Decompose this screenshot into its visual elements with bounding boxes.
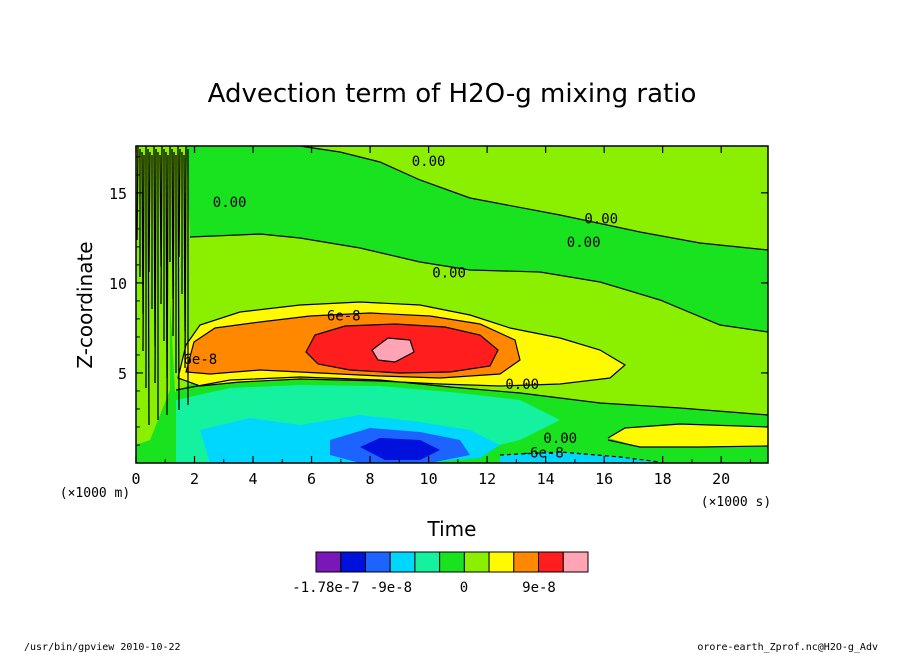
colorbar-swatch [488, 551, 515, 573]
contour-zero [175, 376, 768, 416]
contour-streak [607, 423, 768, 448]
spinup-contours [136, 146, 189, 426]
colorbar-swatch [389, 551, 416, 573]
colorbar-label: -1.78e-7 [292, 580, 359, 596]
contour-surface [499, 451, 661, 463]
spinup-contour [147, 148, 150, 426]
spinup-contour [172, 151, 175, 337]
y-axis: 5 10 15 [109, 156, 768, 446]
contour-yellow [177, 301, 627, 387]
spinup-contour [148, 151, 151, 273]
footer-left: /usr/bin/gpview 2010-10-22 [24, 642, 181, 653]
x-axis-unit: (×1000 s) [701, 495, 771, 510]
y-axis-unit: (×1000 m) [60, 486, 130, 501]
contour-label: 0.00 [543, 431, 577, 447]
region-surface-cyan [500, 452, 660, 463]
footer-right: orore-earth_Zprof.nc@H2O-g_Adv [697, 642, 878, 653]
y-axis-label: Z-coordinate [73, 241, 97, 368]
colorbar-swatch [364, 551, 391, 573]
x-tick-label: 20 [712, 470, 730, 488]
region-pink [372, 338, 414, 362]
colorbar-swatch [414, 551, 441, 573]
colorbar-swatch [513, 551, 540, 573]
region-darkblue [360, 438, 440, 460]
spinup-contour [142, 154, 145, 352]
colorbar-label: 0 [460, 580, 468, 596]
contour-mid [189, 233, 768, 333]
x-tick-label: 18 [654, 470, 672, 488]
spinup-contour [184, 146, 187, 369]
colorbar-swatch [562, 551, 589, 573]
contour-label: -6e-8 [522, 446, 564, 462]
contour-label: 0.00 [505, 377, 539, 393]
spinup-contour [166, 154, 169, 416]
colorbar-labels: -1.78e-7 -9e-8 0 9e-8 [292, 580, 556, 596]
x-tick-label: 0 [131, 470, 140, 488]
contour-upper [299, 146, 768, 251]
contour-label: 6e-8 [327, 309, 361, 325]
contour-label: 0.00 [567, 235, 601, 251]
contour-label: 0.00 [412, 154, 446, 170]
plot-frame [135, 145, 769, 464]
contour-orange [185, 312, 521, 379]
colorbar-swatch [463, 551, 490, 573]
spinup-contour [154, 148, 157, 384]
x-tick-label: 6 [307, 470, 316, 488]
x-tick-label: 16 [595, 470, 613, 488]
x-tick-label: 8 [366, 470, 375, 488]
contour-red [305, 323, 499, 374]
x-tick-label: 10 [420, 470, 438, 488]
region-late-streak-yellow [608, 424, 768, 447]
y-tick-label: 5 [118, 365, 127, 383]
contour-label: 0.00 [213, 195, 247, 211]
colorbar-swatch [538, 551, 564, 573]
spinup-contour [160, 146, 163, 305]
colorbar-label: 9e-8 [522, 580, 556, 596]
region-upper-lightgreen [300, 146, 768, 250]
colorbar-label: -9e-8 [370, 580, 412, 596]
contour-label: 6e-8 [184, 352, 218, 368]
contour-label: 0.00 [432, 265, 466, 281]
contour-pink [371, 337, 415, 363]
x-tick-label: 12 [478, 470, 496, 488]
contour-label: 0.00 [584, 211, 618, 227]
colorbar-swatch [315, 551, 342, 573]
colorbar-swatch [439, 551, 465, 573]
x-axis-label: Time [427, 517, 477, 541]
chart-title: Advection term of H2O-g mixing ratio [208, 79, 697, 109]
colorbar [315, 551, 589, 573]
y-tick-label: 15 [109, 185, 127, 203]
x-axis: 0 2 4 6 8 10 12 14 16 18 20 [131, 146, 751, 488]
x-tick-label: 14 [537, 470, 555, 488]
spinup-contour [177, 146, 180, 411]
contour-lines [175, 146, 768, 463]
spinup-contour [178, 148, 181, 258]
colorbar-swatch [340, 551, 366, 573]
y-tick-label: 10 [109, 275, 127, 293]
x-tick-label: 4 [249, 470, 258, 488]
plot-area [136, 146, 768, 463]
x-tick-label: 2 [190, 470, 199, 488]
contour-labels: 0.00 0.00 0.00 0.00 0.00 0.00 0.00 6e-8 6e-8 -6e-… [184, 154, 619, 462]
